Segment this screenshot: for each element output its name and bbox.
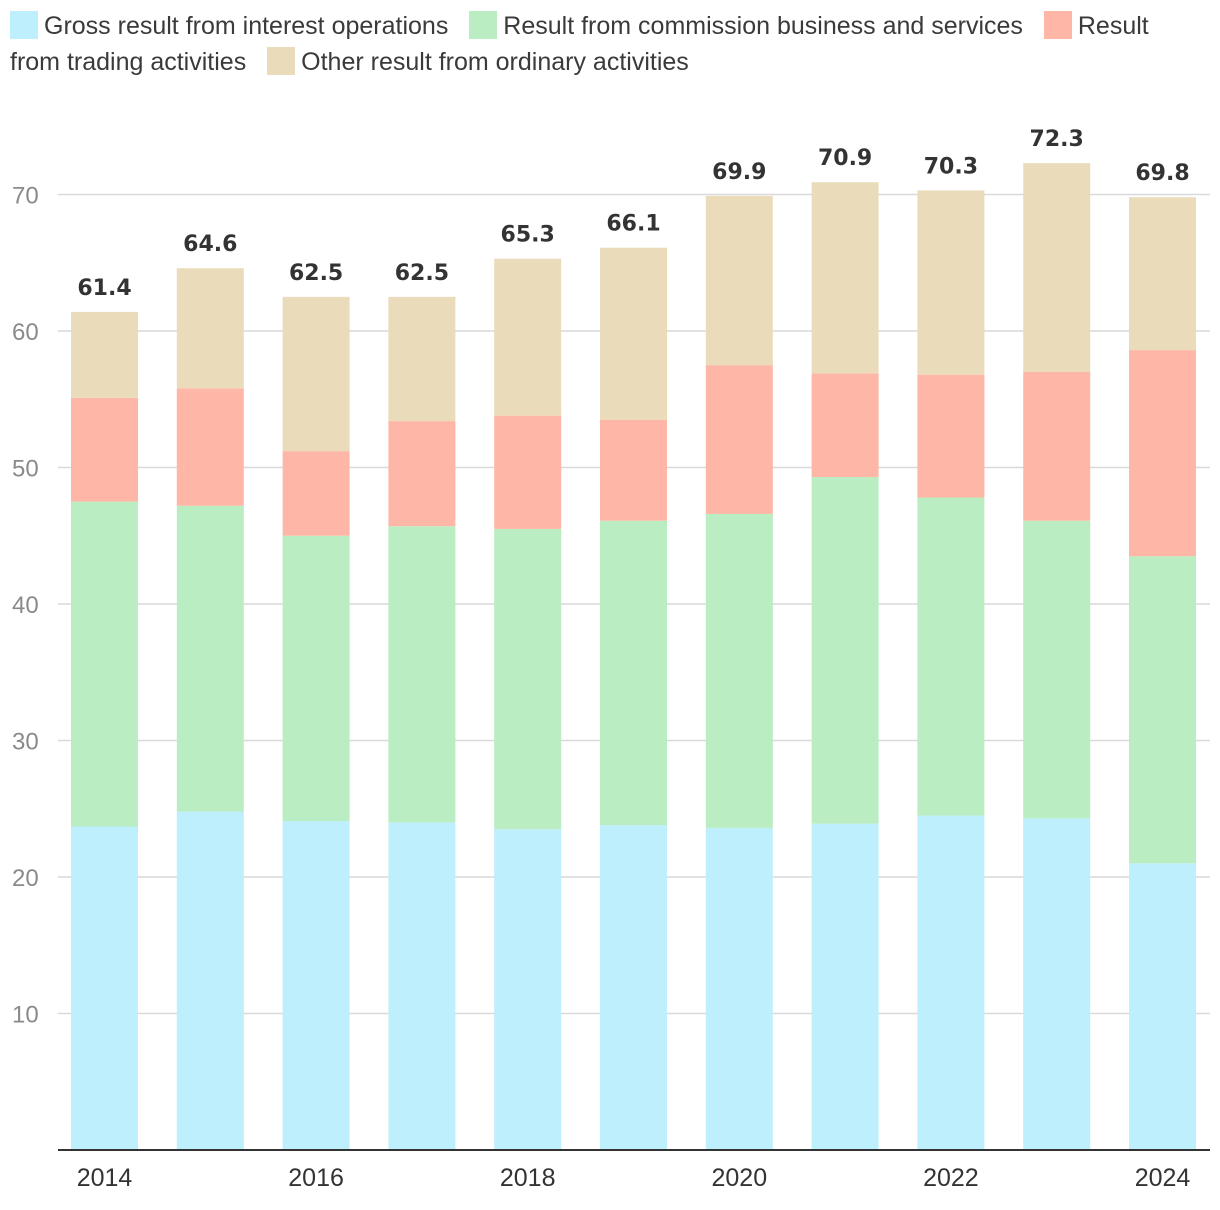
- total-label-2015: 64.6: [183, 232, 237, 257]
- bar-2022-series-0: [917, 815, 985, 1150]
- bar-2016-series-0: [282, 821, 350, 1150]
- bar-2020-series-2: [705, 365, 773, 514]
- bar-2017-series-2: [388, 421, 456, 527]
- y-tick-label-20: 20: [12, 865, 39, 892]
- legend-swatch-trading: [1043, 11, 1072, 39]
- bar-2018-series-0: [494, 829, 562, 1150]
- x-tick-label-2018: 2018: [500, 1164, 556, 1192]
- bar-2014-series-0: [71, 826, 138, 1150]
- total-label-2023: 72.3: [1030, 127, 1084, 152]
- bar-2017-series-0: [388, 822, 456, 1150]
- legend-label-interest: Gross result from interest operations: [44, 12, 449, 40]
- total-label-2018: 65.3: [501, 223, 555, 248]
- bar-2022-series-1: [917, 497, 985, 816]
- x-tick-label-2016: 2016: [288, 1164, 344, 1192]
- bar-2015-series-1: [176, 505, 244, 812]
- bar-2015-series-2: [176, 388, 244, 506]
- bar-2020-series-1: [705, 513, 773, 828]
- x-tick-label-2020: 2020: [711, 1164, 767, 1192]
- y-tick-label-30: 30: [12, 729, 39, 756]
- x-tick-label-2014: 2014: [77, 1164, 133, 1192]
- bar-2015-series-0: [176, 811, 244, 1150]
- bar-2024-series-1: [1129, 556, 1196, 864]
- y-tick-label-10: 10: [12, 1002, 39, 1029]
- legend-label-commission: Result from commission business and serv…: [503, 12, 1023, 40]
- bar-2016-series-3: [282, 296, 350, 452]
- bar-2018-series-3: [494, 258, 562, 416]
- total-label-2014: 61.4: [77, 276, 131, 301]
- bar-2018-series-2: [494, 415, 562, 529]
- legend-swatch-commission: [469, 11, 498, 39]
- x-tick-label-2024: 2024: [1135, 1164, 1191, 1192]
- legend-label-trading: Result from trading activities: [10, 12, 1149, 76]
- bar-2019-series-0: [600, 825, 667, 1150]
- legend-item-other: Other result from ordinary activities: [267, 47, 689, 76]
- chart-legend: Gross result from interest operations Re…: [10, 8, 1200, 80]
- bar-2021-series-3: [811, 182, 879, 374]
- bar-2018-series-1: [494, 528, 562, 830]
- y-tick-label-60: 60: [12, 319, 39, 346]
- x-tick-label-2022: 2022: [923, 1164, 979, 1192]
- bar-2021-series-2: [811, 373, 879, 478]
- bar-2022-series-3: [917, 190, 985, 375]
- bar-2023-series-0: [1023, 818, 1091, 1150]
- bar-2022-series-2: [917, 374, 985, 498]
- bar-2023-series-2: [1023, 371, 1091, 521]
- bar-2019-series-3: [600, 247, 667, 420]
- bar-2020-series-0: [705, 827, 773, 1150]
- y-tick-label-50: 50: [12, 456, 39, 483]
- legend-item-commission: Result from commission business and serv…: [469, 11, 1023, 40]
- y-tick-label-70: 70: [12, 183, 39, 210]
- bars: [71, 163, 1196, 1150]
- legend-swatch-other: [267, 47, 296, 75]
- bar-2019-series-2: [600, 419, 667, 521]
- bar-2016-series-1: [282, 535, 350, 822]
- bar-2014-series-1: [71, 501, 138, 827]
- legend-item-interest: Gross result from interest operations: [10, 11, 449, 40]
- bar-2021-series-0: [811, 823, 879, 1150]
- bar-total-labels: 61.4 64.6 62.5 62.5 65.3 66.1 69.9 70.9 70.3 72.3…: [77, 127, 1189, 301]
- bar-2016-series-2: [282, 451, 350, 536]
- total-label-2021: 70.9: [818, 146, 872, 171]
- bar-2024-series-0: [1129, 863, 1196, 1150]
- total-label-2016: 62.5: [289, 261, 343, 286]
- bar-2021-series-1: [811, 477, 879, 824]
- total-label-2020: 69.9: [712, 160, 766, 185]
- total-label-2017: 62.5: [395, 261, 449, 286]
- bar-2024-series-3: [1129, 197, 1196, 351]
- bar-2014-series-2: [71, 397, 138, 502]
- bar-2019-series-1: [600, 520, 667, 826]
- legend-item-trading: Result from trading activities: [10, 11, 1149, 76]
- total-label-2019: 66.1: [606, 212, 660, 237]
- bar-2020-series-3: [705, 195, 773, 366]
- bar-2017-series-1: [388, 526, 456, 823]
- bar-2023-series-3: [1023, 163, 1091, 372]
- total-label-2024: 69.8: [1135, 161, 1189, 186]
- bar-2015-series-3: [176, 268, 244, 389]
- y-tick-label-40: 40: [12, 592, 39, 619]
- bar-2017-series-3: [388, 296, 456, 422]
- total-label-2022: 70.3: [924, 154, 978, 179]
- bar-2014-series-3: [71, 311, 138, 398]
- axes: 10 20 30 40 50 60 70 2014 2016 2018 2020 2022 2024: [12, 183, 1210, 1192]
- legend-label-other: Other result from ordinary activities: [301, 48, 689, 76]
- bar-2024-series-2: [1129, 350, 1196, 557]
- legend-swatch-interest: [10, 11, 38, 39]
- bar-2023-series-1: [1023, 520, 1091, 819]
